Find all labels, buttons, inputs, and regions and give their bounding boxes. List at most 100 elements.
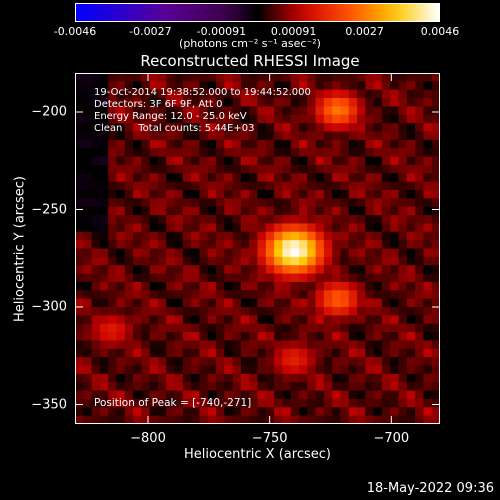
heatmap-cell	[282, 323, 292, 333]
heatmap-cell	[91, 407, 101, 417]
heatmap-cell	[99, 373, 109, 383]
heatmap-cell	[265, 81, 275, 91]
heatmap-cell	[216, 390, 225, 400]
heatmap-cell	[274, 248, 283, 258]
heatmap-cell	[157, 256, 167, 266]
heatmap-cell	[282, 398, 292, 408]
heatmap-cell	[166, 348, 176, 358]
heatmap-cell	[431, 390, 440, 400]
heatmap-cell	[91, 307, 101, 316]
heatmap-cell	[423, 89, 433, 99]
heatmap-cell	[373, 190, 383, 199]
heatmap-cell	[315, 240, 325, 250]
heatmap-cell	[323, 181, 333, 191]
heatmap-cell	[298, 298, 308, 308]
heatmap-cell	[257, 206, 267, 216]
heatmap-cell	[199, 156, 209, 166]
heatmap-cell	[340, 98, 350, 108]
heatmap-cell	[298, 173, 308, 183]
heatmap-cell	[340, 290, 350, 300]
heatmap-cell	[365, 240, 375, 250]
heatmap-cell	[381, 340, 391, 350]
heatmap-cell	[323, 298, 333, 308]
heatmap-cell	[182, 89, 192, 99]
heatmap-cell	[373, 240, 383, 250]
heatmap-cell	[340, 190, 350, 199]
heatmap-cell	[216, 357, 225, 367]
heatmap-cell	[298, 131, 308, 141]
heatmap-cell	[133, 114, 142, 124]
heatmap-cell	[307, 131, 317, 141]
heatmap-cell	[240, 98, 250, 108]
heatmap-cell	[182, 106, 192, 116]
heatmap-cell	[124, 164, 134, 174]
heatmap-cell	[298, 164, 308, 174]
heatmap-cell	[149, 332, 159, 342]
heatmap-cell	[149, 190, 159, 199]
heatmap-cell	[274, 373, 283, 383]
heatmap-cell	[257, 215, 267, 225]
heatmap-cell	[348, 164, 358, 174]
heatmap-cell	[365, 181, 375, 191]
heatmap-cell	[332, 231, 342, 241]
heatmap-cell	[398, 106, 408, 116]
heatmap-cell	[116, 298, 126, 308]
heatmap-cell	[116, 114, 126, 124]
heatmap-cell	[257, 123, 267, 133]
heatmap-cell	[199, 373, 209, 383]
heatmap-cell	[124, 98, 134, 108]
heatmap-cell	[365, 415, 375, 424]
heatmap-cell	[398, 256, 408, 266]
heatmap-cell	[83, 382, 93, 392]
heatmap-cell	[307, 323, 317, 333]
heatmap-cell	[390, 173, 400, 183]
plot-area[interactable]: 19-Oct-2014 19:38:52.000 to 19:44:52.000…	[75, 73, 440, 424]
heatmap-cell	[133, 365, 142, 375]
heatmap-cell	[249, 73, 259, 82]
heatmap-cell	[365, 340, 375, 350]
heatmap-cell	[307, 198, 317, 208]
heatmap-cell	[348, 181, 358, 191]
heatmap-cell	[99, 382, 109, 392]
heatmap-cell	[157, 106, 167, 116]
heatmap-cell	[207, 231, 217, 241]
heatmap-cell	[323, 248, 333, 258]
heatmap-cell	[332, 256, 342, 266]
heatmap-cell	[216, 106, 225, 116]
heatmap-cell	[290, 256, 300, 266]
heatmap-cell	[108, 407, 118, 417]
heatmap-cell	[108, 156, 118, 166]
heatmap-cell	[224, 365, 234, 375]
heatmap-cell	[216, 139, 225, 149]
heatmap-cell	[91, 290, 101, 300]
heatmap-cell	[149, 106, 159, 116]
heatmap-cell	[315, 365, 325, 375]
heatmap-cell	[75, 290, 84, 300]
heatmap-cell	[166, 73, 176, 82]
heatmap-cell	[307, 290, 317, 300]
heatmap-cell	[323, 164, 333, 174]
heatmap-cell	[398, 357, 408, 367]
heatmap-cell	[224, 190, 234, 199]
heatmap-cell	[249, 298, 259, 308]
heatmap-cell	[282, 348, 292, 358]
heatmap-cell	[75, 98, 84, 108]
heatmap-cell	[332, 114, 342, 124]
heatmap-cell	[232, 106, 242, 116]
heatmap-cell	[232, 215, 242, 225]
heatmap-cell	[166, 407, 176, 417]
heatmap-cell	[149, 290, 159, 300]
heatmap-cell	[207, 398, 217, 408]
heatmap-cell	[365, 256, 375, 266]
heatmap-cell	[398, 89, 408, 99]
heatmap-cell	[157, 290, 167, 300]
heatmap-cell	[191, 231, 201, 241]
heatmap-cell	[224, 231, 234, 241]
heatmap-cell	[415, 139, 425, 149]
heatmap-cell	[381, 332, 391, 342]
heatmap-cell	[75, 281, 84, 291]
heatmap-cell	[249, 215, 259, 225]
heatmap-cell	[182, 290, 192, 300]
heatmap-cell	[315, 139, 325, 149]
heatmap-cell	[75, 240, 84, 250]
